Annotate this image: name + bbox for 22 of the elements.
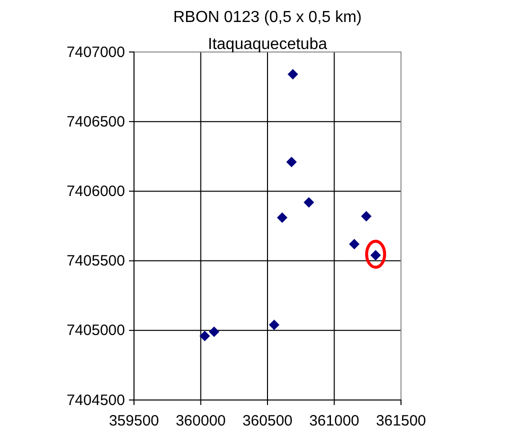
y-tick-label: 7404500 xyxy=(66,392,125,409)
point xyxy=(304,197,314,208)
point xyxy=(208,326,220,338)
point xyxy=(276,212,288,223)
x-tick-label: 359500 xyxy=(108,412,160,430)
x-tick-label: 361500 xyxy=(376,412,426,430)
y-tick-label: 7405500 xyxy=(66,252,125,270)
y-tick-label: 7407000 xyxy=(66,44,125,61)
point xyxy=(286,156,297,168)
point xyxy=(200,330,210,342)
point xyxy=(361,211,372,222)
y-tick-label: 7405000 xyxy=(66,322,125,340)
x-tick-label: 361000 xyxy=(309,412,360,430)
chart-subtitle: Itaquaquecetuba xyxy=(208,36,328,53)
y-tick-label: 7406000 xyxy=(66,183,125,200)
x-tick-label: 360500 xyxy=(242,412,293,430)
point xyxy=(349,238,360,250)
point xyxy=(268,320,280,330)
chart-title: RBON 0123 (0,5 x 0,5 km) xyxy=(173,9,362,26)
point xyxy=(288,69,298,80)
x-tick-label: 360000 xyxy=(176,412,226,430)
y-tick-label: 7406500 xyxy=(66,113,125,130)
